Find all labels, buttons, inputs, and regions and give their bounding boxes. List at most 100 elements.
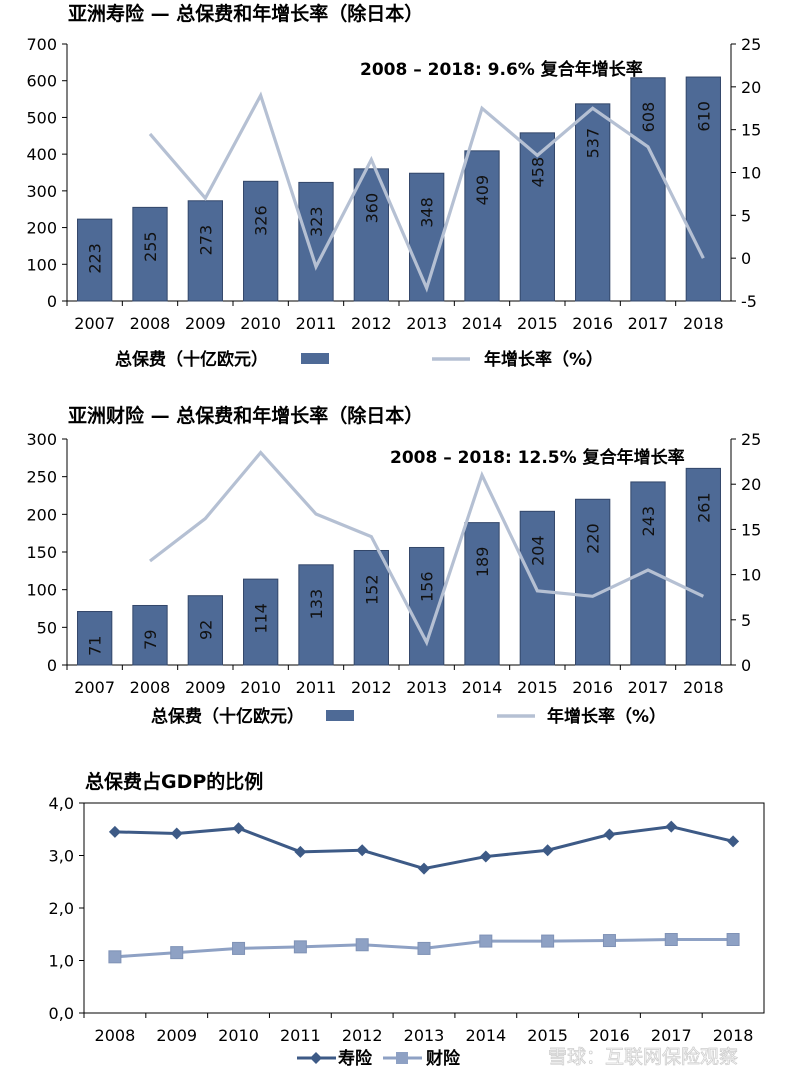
premium-gdp-ratio-chart: 总保费占GDP的比例 0,0 1,0 2,0 3,0 4,0 2008 2009 2010 201… bbox=[49, 770, 765, 1069]
growth-rate-line bbox=[149, 450, 705, 647]
x-tick-label: 2008 bbox=[95, 1026, 136, 1045]
y2-tick-label: 10 bbox=[741, 164, 761, 183]
x-tick-label: 2018 bbox=[683, 678, 724, 697]
y2-tick-label: 25 bbox=[741, 430, 761, 449]
data-point bbox=[418, 862, 430, 875]
y2-tick-label: 0 bbox=[741, 249, 751, 268]
data-point bbox=[293, 940, 307, 954]
x-tick-label: 2015 bbox=[517, 678, 558, 697]
data-point bbox=[355, 938, 369, 952]
y2-tick-label: 10 bbox=[741, 566, 761, 585]
data-point bbox=[232, 822, 245, 835]
y-tick-label: 2,0 bbox=[49, 899, 74, 918]
x-tick-label: 2014 bbox=[462, 678, 503, 697]
cagr-annotation: 2008 – 2018: 9.6% 复合年增长率 bbox=[360, 59, 643, 80]
y-tick-label: 3,0 bbox=[49, 847, 74, 866]
bar-value-label: 348 bbox=[418, 197, 437, 228]
y-tick-label: 300 bbox=[26, 430, 57, 449]
legend-pc-label: 财险 bbox=[425, 1048, 461, 1069]
y-tick-label: 1,0 bbox=[49, 952, 74, 971]
y-tick-label: 600 bbox=[26, 72, 57, 91]
bar-value-label: 273 bbox=[196, 225, 215, 256]
bar-value-label: 537 bbox=[584, 128, 603, 159]
bar-value-label: 409 bbox=[473, 175, 492, 206]
bar bbox=[685, 467, 721, 666]
bar-value-label: 261 bbox=[694, 492, 713, 523]
data-point bbox=[664, 933, 678, 946]
bar bbox=[353, 168, 389, 302]
data-point bbox=[170, 946, 184, 960]
chart-title: 总保费占GDP的比例 bbox=[85, 770, 263, 793]
bar bbox=[132, 604, 168, 666]
plot-frame bbox=[83, 802, 765, 1014]
x-tick-label: 2016 bbox=[572, 314, 613, 333]
pc-insurance-chart: 亚洲财险 — 总保费和年增长率（除日本） 0 50 100 150 200 250 300 0 5… bbox=[26, 404, 761, 727]
y-tick-label: 400 bbox=[26, 145, 57, 164]
data-point bbox=[356, 844, 369, 857]
x-tick-label: 2011 bbox=[296, 678, 337, 697]
y-tick-label: 200 bbox=[26, 505, 57, 524]
x-tick-label: 2009 bbox=[185, 314, 226, 333]
x-tick-label: 2010 bbox=[240, 314, 281, 333]
x-tick-label: 2011 bbox=[296, 314, 337, 333]
bar-value-label: 323 bbox=[307, 206, 326, 237]
x-tick-label: 2018 bbox=[713, 1026, 754, 1045]
bar-value-label: 223 bbox=[86, 243, 105, 274]
bar bbox=[298, 564, 334, 666]
bar bbox=[132, 206, 168, 302]
data-point bbox=[541, 934, 555, 948]
data-point bbox=[417, 941, 431, 955]
bar bbox=[243, 578, 279, 666]
x-tick-label: 2008 bbox=[130, 678, 171, 697]
life-insurance-chart: 亚洲寿险 — 总保费和年增长率（除日本）01002003004005006007… bbox=[26, 2, 761, 370]
bar bbox=[77, 218, 113, 302]
y-tick-label: 100 bbox=[26, 581, 57, 600]
data-point bbox=[602, 934, 616, 948]
bar-value-label: 458 bbox=[528, 157, 547, 188]
bar-value-label: 220 bbox=[584, 523, 603, 554]
bar bbox=[630, 77, 666, 302]
x-tick-label: 2017 bbox=[628, 678, 669, 697]
bar-value-label: 255 bbox=[141, 231, 160, 262]
legend-growth-label: 年增长率（%） bbox=[484, 349, 603, 370]
x-tick-label: 2009 bbox=[156, 1026, 197, 1045]
data-point bbox=[479, 934, 493, 948]
x-tick-label: 2007 bbox=[74, 314, 115, 333]
y2-tick-label: 15 bbox=[741, 520, 761, 539]
x-tick-label: 2012 bbox=[351, 314, 392, 333]
x-tick-label: 2010 bbox=[240, 678, 281, 697]
x-tick-label: 2012 bbox=[342, 1026, 383, 1045]
bar-value-label: 360 bbox=[362, 193, 381, 224]
bar-value-label: 156 bbox=[418, 571, 437, 602]
x-tick-label: 2013 bbox=[406, 314, 447, 333]
series-line-0 bbox=[114, 825, 734, 871]
y2-tick-label: 0 bbox=[741, 656, 751, 675]
bar bbox=[575, 498, 611, 666]
x-tick-label: 2014 bbox=[465, 1026, 506, 1045]
x-tick-label: 2014 bbox=[462, 314, 503, 333]
bar bbox=[77, 611, 113, 666]
bar bbox=[464, 522, 500, 666]
y-tick-label: 4,0 bbox=[49, 794, 74, 813]
data-point bbox=[665, 820, 678, 833]
y-tick-label: 250 bbox=[26, 468, 57, 487]
x-tick-label: 2010 bbox=[218, 1026, 259, 1045]
bar bbox=[187, 200, 223, 302]
x-tick-label: 2018 bbox=[683, 314, 724, 333]
y2-tick-label: 15 bbox=[741, 121, 761, 140]
x-tick-label: 2008 bbox=[130, 314, 171, 333]
bar bbox=[685, 76, 721, 302]
bar-value-label: 243 bbox=[639, 506, 658, 537]
bar bbox=[519, 132, 555, 302]
y-tick-label: 0 bbox=[47, 292, 57, 311]
y-tick-label: 50 bbox=[37, 618, 57, 637]
x-tick-label: 2007 bbox=[74, 678, 115, 697]
bar-value-label: 610 bbox=[694, 101, 713, 132]
bar-value-label: 92 bbox=[196, 620, 215, 640]
chart-title: 亚洲寿险 — 总保费和年增长率（除日本） bbox=[68, 2, 423, 25]
bar-value-label: 326 bbox=[252, 205, 271, 236]
y-tick-label: 300 bbox=[26, 182, 57, 201]
y2-tick-label: -5 bbox=[741, 292, 757, 311]
legend-growth-label: 年增长率（%） bbox=[547, 706, 666, 727]
y-tick-label: 500 bbox=[26, 108, 57, 127]
